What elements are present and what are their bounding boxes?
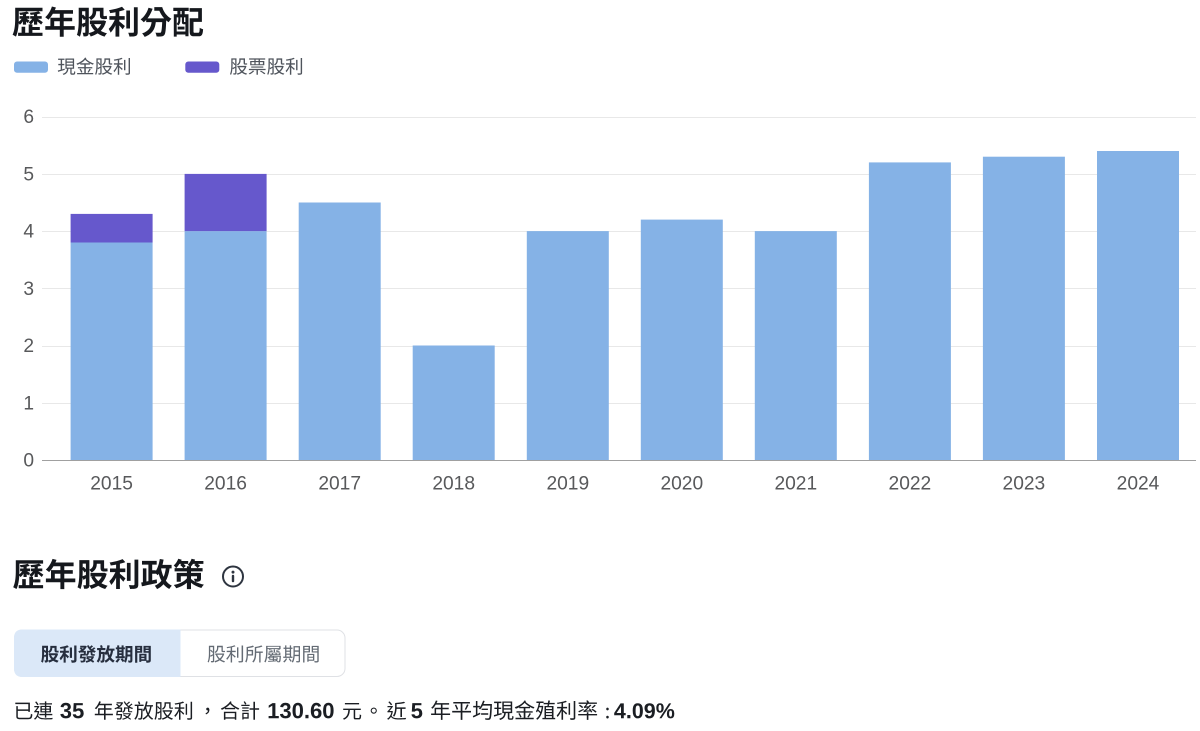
svg-text:2021: 2021 bbox=[774, 474, 817, 495]
svg-text:5: 5 bbox=[23, 165, 34, 186]
svg-text:2022: 2022 bbox=[889, 474, 932, 495]
svg-text:2023: 2023 bbox=[1003, 474, 1046, 495]
svg-text:2015: 2015 bbox=[90, 474, 133, 495]
svg-text:2019: 2019 bbox=[546, 474, 589, 495]
svg-text:0: 0 bbox=[23, 451, 34, 472]
svg-text:2020: 2020 bbox=[660, 474, 703, 495]
svg-text:1: 1 bbox=[23, 393, 34, 414]
svg-text:2017: 2017 bbox=[318, 474, 361, 495]
svg-text:3: 3 bbox=[23, 279, 34, 300]
svg-text:2024: 2024 bbox=[1117, 474, 1160, 495]
svg-text:2018: 2018 bbox=[432, 474, 475, 495]
svg-text:4: 4 bbox=[23, 222, 34, 243]
svg-text:6: 6 bbox=[23, 107, 34, 128]
svg-text:2: 2 bbox=[23, 336, 34, 357]
svg-text:2016: 2016 bbox=[204, 474, 247, 495]
